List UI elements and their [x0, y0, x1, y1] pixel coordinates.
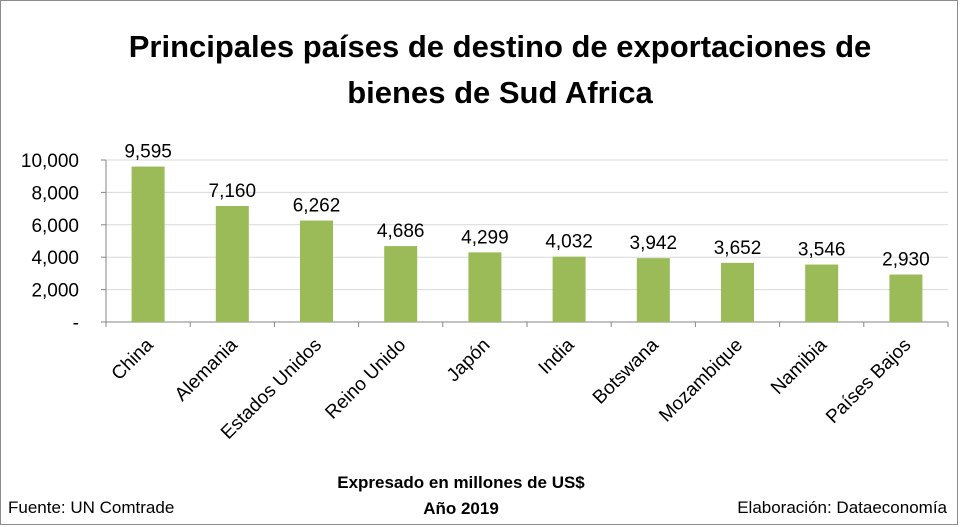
bar-layer — [131, 166, 923, 322]
data-label: 3,652 — [714, 238, 762, 259]
data-label: 2,930 — [882, 250, 930, 271]
chart-title-line-2: bienes de Sud Africa — [347, 75, 653, 110]
data-label: 4,299 — [461, 227, 509, 248]
bar — [805, 264, 839, 322]
chart-title-line-1: Principales países de destino de exporta… — [128, 29, 872, 64]
x-tick-label: Japón — [443, 335, 494, 386]
x-tick-label: Países Bajos — [822, 335, 915, 428]
y-tick-label: 2,000 — [31, 281, 79, 302]
y-tick-label: - — [73, 313, 79, 334]
bar — [721, 262, 754, 322]
y-tick-label: 6,000 — [31, 216, 79, 237]
data-label: 7,160 — [209, 181, 257, 202]
x-tick-label: Mozambique — [655, 335, 747, 427]
bar — [215, 206, 249, 322]
x-tick-label: Namibia — [767, 334, 831, 398]
data-label: 4,032 — [545, 232, 593, 253]
source-note: Fuente: UN Comtrade — [8, 498, 175, 517]
x-tick-label: India — [535, 334, 579, 378]
x-axis-title-line-2: Año 2019 — [423, 499, 499, 518]
x-axis-title-line-1: Expresado en millones de US$ — [337, 473, 585, 492]
data-label: 6,262 — [293, 196, 341, 217]
data-label: 9,595 — [124, 142, 172, 163]
data-label: 3,546 — [798, 240, 846, 261]
data-label: 3,942 — [630, 233, 678, 254]
credit-note: Elaboración: Dataeconomía — [737, 498, 947, 517]
bar — [636, 258, 670, 322]
bar — [131, 166, 165, 322]
bar — [300, 220, 333, 322]
y-tick-label: 8,000 — [31, 183, 79, 204]
axis-layer: - 2,000 4,000 6,000 8,000 10,000 — [21, 151, 949, 334]
bar — [384, 246, 418, 322]
bar — [468, 252, 502, 322]
x-tick-label: Botswana — [589, 334, 663, 408]
y-tick-label: 4,000 — [31, 248, 79, 269]
x-tick-label: Reino Unido — [321, 335, 410, 424]
x-tick-label: Alemania — [171, 334, 242, 405]
chart-title: Principales países de destino de exporta… — [0, 24, 960, 116]
bar — [552, 256, 586, 322]
bar — [889, 274, 923, 322]
y-tick-label: 10,000 — [21, 151, 79, 172]
data-label: 4,686 — [377, 221, 425, 242]
x-tick-label: China — [108, 334, 158, 384]
